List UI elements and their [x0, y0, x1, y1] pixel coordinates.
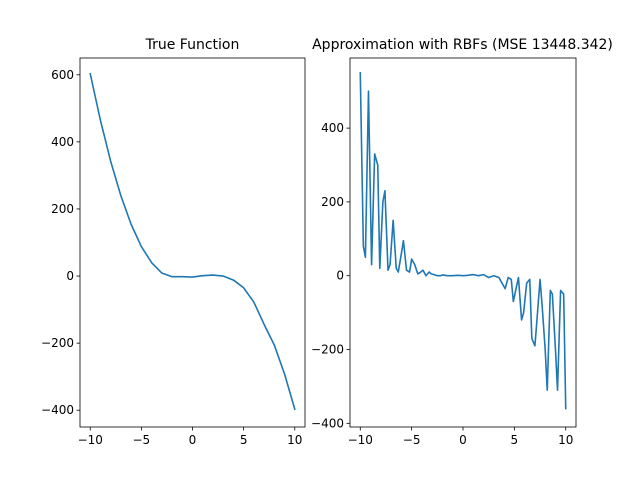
y-tick-label: 400 — [51, 135, 74, 149]
series-line-1-0 — [359, 71, 567, 410]
x-tick-label: −5 — [133, 433, 151, 447]
x-tick-label: −5 — [403, 433, 421, 447]
y-tick-label: 0 — [66, 269, 74, 283]
x-tick-label: −10 — [78, 433, 103, 447]
x-tick-label: 0 — [459, 433, 467, 447]
y-tick-label: 200 — [321, 195, 344, 209]
panel-title-true-function: True Function — [145, 37, 240, 53]
x-tick-label: −10 — [348, 433, 373, 447]
y-tick-label: −200 — [311, 343, 344, 357]
x-tick-label: 5 — [511, 433, 519, 447]
panel-true-function: True Function −10 −5 0 5 10 −400 −200 0 200 400 60… — [41, 37, 306, 447]
x-tick-label: 10 — [558, 433, 573, 447]
panel-title-rbf-approximation: Approximation with RBFs (MSE 13448.342) — [312, 37, 613, 53]
y-tick-label: −400 — [311, 416, 344, 430]
y-tick-label: −400 — [41, 403, 74, 417]
x-tick-label: 0 — [189, 433, 197, 447]
x-tick-label: 5 — [240, 433, 248, 447]
y-tick-label: 600 — [51, 68, 74, 82]
y-tick-label: −200 — [41, 336, 74, 350]
panel-rbf-approximation: Approximation with RBFs (MSE 13448.342) … — [311, 37, 613, 447]
y-tick-label: 400 — [321, 121, 344, 135]
x-tick-label: 10 — [287, 433, 302, 447]
y-tick-label: 200 — [51, 202, 74, 216]
series-line-0-0 — [89, 72, 296, 411]
y-tick-label: 0 — [336, 269, 344, 283]
